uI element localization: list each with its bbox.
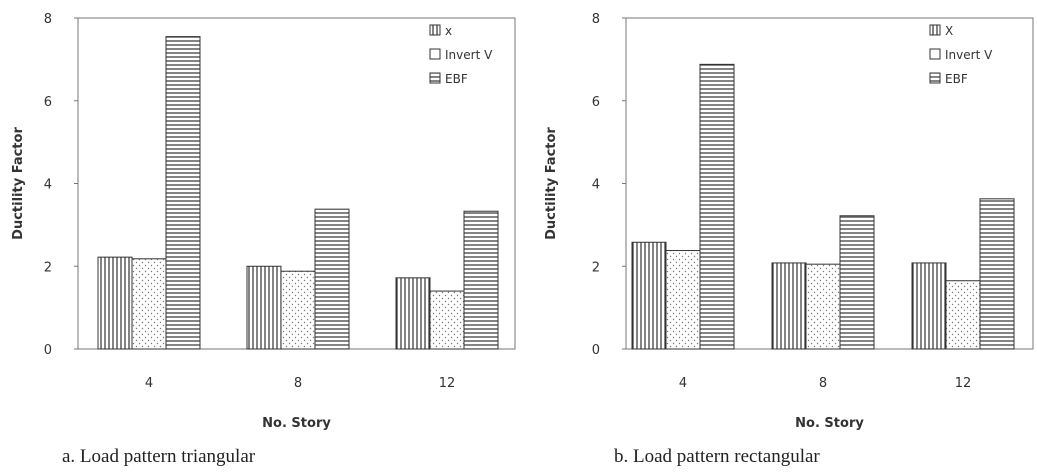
legend-label: EBF (445, 72, 468, 86)
bar-x-8 (771, 262, 807, 350)
legend-label: Invert V (945, 48, 993, 62)
bar-ebf-12 (463, 210, 499, 350)
bar-x-12 (395, 277, 431, 350)
y-tick-label: 6 (592, 95, 600, 110)
y-tick-label: 8 (44, 12, 52, 27)
x-axis-title: No. Story (262, 416, 331, 431)
bar-x-4 (631, 241, 667, 350)
bar-ebf-8 (839, 215, 875, 350)
x-tick-label: 8 (294, 376, 302, 391)
bar-invert-v-8 (280, 270, 316, 350)
y-axis-title: Ductility Factor (11, 127, 26, 240)
y-tick-label: 2 (592, 260, 600, 275)
legend-swatch (429, 48, 441, 60)
bar-invert-v-12 (945, 280, 981, 350)
bar-ebf-8 (314, 208, 350, 350)
bar-ebf-4 (165, 36, 201, 350)
x-tick-label: 4 (145, 376, 153, 391)
chart-panel-b: 0 2 4 6 8 Ductility Factor 4 8 12 No. Story X Inver… (544, 12, 1034, 431)
y-tick-label: 6 (44, 95, 52, 110)
x-tick-label: 12 (439, 376, 456, 391)
legend-label: X (945, 24, 953, 38)
y-tick-label: 4 (592, 178, 600, 193)
y-tick-label: 8 (592, 12, 600, 27)
legend-swatch (429, 24, 441, 36)
bar-x-12 (911, 262, 947, 350)
y-tick-label: 0 (592, 343, 600, 358)
figure-canvas: 0 2 4 6 8 Ductility Factor 4 8 12 No. Story x Inver… (11, 12, 1034, 431)
legend-swatch (929, 24, 941, 36)
bar-invert-v-4 (131, 258, 167, 350)
y-tick-label: 2 (44, 260, 52, 275)
y-tick-label: 0 (44, 343, 52, 358)
y-tick-label: 4 (44, 178, 52, 193)
bar-x-8 (246, 265, 282, 350)
bar-invert-v-8 (805, 263, 841, 350)
legend-swatch (929, 48, 941, 60)
legend-swatch (429, 72, 441, 84)
bar-invert-v-4 (665, 250, 701, 350)
x-tick-label: 4 (679, 376, 687, 391)
caption-a: a. Load pattern triangular (62, 446, 256, 467)
legend-label: x (445, 24, 452, 38)
bar-ebf-4 (699, 63, 735, 350)
x-tick-label: 8 (819, 376, 827, 391)
x-tick-label: 12 (955, 376, 972, 391)
bar-x-4 (97, 256, 133, 350)
chart-panel-a: 0 2 4 6 8 Ductility Factor 4 8 12 No. Story x Inver… (11, 12, 516, 431)
bar-ebf-12 (979, 198, 1015, 350)
bar-invert-v-12 (429, 290, 465, 350)
x-axis-title: No. Story (795, 416, 864, 431)
legend-label: Invert V (445, 48, 493, 62)
legend-swatch (929, 72, 941, 84)
y-axis-title: Ductility Factor (544, 127, 559, 240)
caption-b: b. Load pattern rectangular (614, 446, 820, 467)
legend-label: EBF (945, 72, 968, 86)
